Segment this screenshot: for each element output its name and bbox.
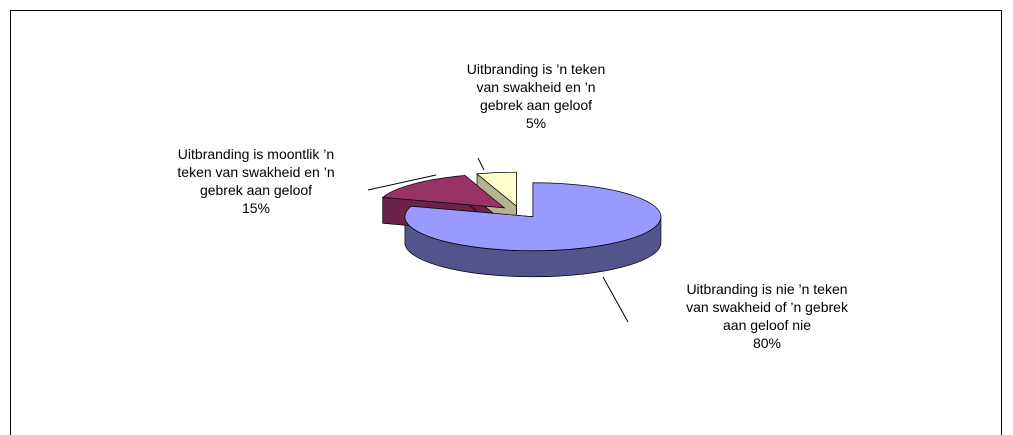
value-label: 5%: [525, 115, 547, 131]
leader-line: [367, 174, 437, 191]
slices: [381, 171, 662, 278]
category-label: Uitbranding is moontlik ’n teken van swa…: [177, 146, 335, 198]
slice: [476, 171, 517, 207]
leader-line: [602, 276, 629, 323]
value-label: 15%: [241, 200, 271, 216]
slice-label: Uitbranding is ’n teken van swakheid en …: [455, 60, 617, 132]
category-label: Uitbranding is nie ’n teken van swakheid…: [686, 281, 848, 333]
slice-label: Uitbranding is nie ’n teken van swakheid…: [678, 280, 856, 352]
slice-label: Uitbranding is moontlik ’n teken van swa…: [175, 145, 337, 217]
slice: [381, 175, 506, 209]
leader-line: [477, 157, 485, 171]
chart-frame: [10, 10, 1002, 435]
category-label: Uitbranding is ’n teken van swakheid en …: [466, 61, 606, 113]
slice: [404, 182, 662, 252]
value-label: 80%: [752, 335, 782, 351]
